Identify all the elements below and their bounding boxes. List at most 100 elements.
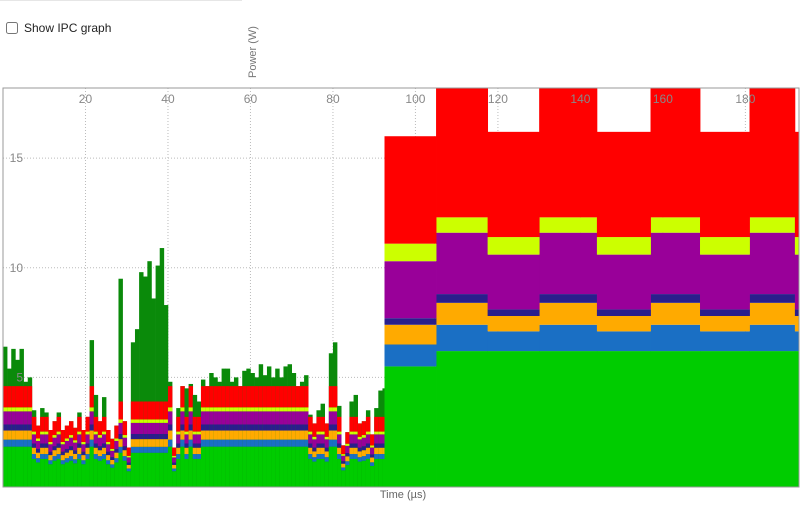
layer-green-bar xyxy=(196,458,202,487)
spike-bar xyxy=(159,248,165,487)
layer-green-bar xyxy=(378,458,383,487)
layer-indigo-bar xyxy=(35,448,41,453)
layer-blue-bar xyxy=(52,456,57,461)
series-step-band xyxy=(436,294,489,303)
layer-purple-bar xyxy=(167,411,173,425)
layer-blue-bar xyxy=(266,439,272,447)
layer-green-bar xyxy=(308,458,313,487)
layer-blue-bar xyxy=(73,459,78,464)
layer-orange-bar xyxy=(299,430,305,440)
layer-blue-bar xyxy=(365,454,371,459)
layer-purple-bar xyxy=(44,434,49,444)
layer-blue-bar xyxy=(7,439,12,447)
layer-green-bar xyxy=(291,446,297,487)
layer-yellow-bar xyxy=(184,431,189,435)
layer-blue-bar xyxy=(35,458,41,463)
layer-red-bar xyxy=(85,416,90,432)
layer-green-bar xyxy=(163,452,169,487)
layer-green-bar xyxy=(19,446,24,487)
ipc-label: Show IPC graph xyxy=(24,21,112,35)
layer-blue-bar xyxy=(238,439,243,447)
layer-yellow-bar xyxy=(332,407,338,412)
layer-blue-bar xyxy=(213,439,218,447)
series-step-band xyxy=(596,351,651,487)
layer-green-bar xyxy=(246,446,251,487)
layer-green-bar xyxy=(287,446,293,487)
layer-indigo-bar xyxy=(122,446,128,451)
layer-red-bar xyxy=(81,430,86,442)
series-step-band xyxy=(596,131,651,238)
layer-yellow-bar xyxy=(299,407,305,412)
y-tick-label: 5 xyxy=(16,370,23,384)
layer-indigo-bar xyxy=(167,424,173,431)
layer-yellow-bar xyxy=(328,407,334,412)
layer-green-bar xyxy=(110,467,115,487)
spike-bar xyxy=(155,265,161,487)
layer-indigo-bar xyxy=(304,424,309,431)
layer-blue-bar xyxy=(188,439,194,447)
layer-green-bar xyxy=(200,446,206,487)
series-step-band xyxy=(700,331,750,352)
layer-blue-bar xyxy=(299,439,305,447)
layer-purple-bar xyxy=(266,411,272,425)
layer-blue-bar xyxy=(23,439,29,447)
layer-purple-bar xyxy=(349,434,354,444)
layer-red-bar xyxy=(31,416,37,432)
layer-orange-bar xyxy=(15,430,20,440)
series-step-band xyxy=(650,217,701,233)
layer-red-bar xyxy=(27,386,33,408)
layer-purple-bar xyxy=(275,411,280,425)
layer-yellow-bar xyxy=(238,407,243,412)
layer-green-bar xyxy=(40,458,45,487)
series-step-band xyxy=(749,232,796,295)
layer-red-bar xyxy=(139,401,144,420)
series-step-band xyxy=(794,237,800,255)
layer-blue-bar xyxy=(258,439,264,447)
layer-purple-bar xyxy=(316,434,321,444)
layer-purple-bar xyxy=(93,434,99,444)
layer-yellow-bar xyxy=(68,435,74,438)
layer-green-bar xyxy=(316,458,321,487)
layer-red-bar xyxy=(357,423,363,437)
layer-yellow-bar xyxy=(357,436,363,440)
x-tick-label: 140 xyxy=(570,92,590,106)
layer-green-bar xyxy=(254,446,260,487)
layer-red-bar xyxy=(11,386,16,408)
layer-green-bar xyxy=(341,470,346,487)
layer-indigo-bar xyxy=(106,451,111,456)
layer-purple-bar xyxy=(27,411,33,425)
layer-purple-bar xyxy=(188,411,194,425)
top-divider xyxy=(0,0,242,1)
layer-green-bar xyxy=(221,446,227,487)
ipc-toggle[interactable]: Show IPC graph xyxy=(6,19,111,37)
layer-yellow-bar xyxy=(167,407,173,412)
layer-red-bar xyxy=(114,425,119,439)
series-step-band xyxy=(487,237,540,255)
layer-indigo-bar xyxy=(258,424,264,431)
series-step-band xyxy=(749,324,796,352)
layer-indigo-bar xyxy=(7,424,12,431)
layer-indigo-bar xyxy=(324,447,330,452)
layer-indigo-bar xyxy=(374,443,379,448)
layer-green-bar xyxy=(139,452,144,487)
layer-red-bar xyxy=(242,386,247,408)
series-step-band xyxy=(650,351,701,487)
layer-yellow-bar xyxy=(172,455,177,458)
series-step-band xyxy=(749,351,796,487)
layer-red-bar xyxy=(19,386,24,408)
layer-blue-bar xyxy=(254,439,260,447)
series-step-band xyxy=(650,302,701,325)
layer-orange-bar xyxy=(147,439,152,447)
layer-green-bar xyxy=(299,446,305,487)
series-step-band xyxy=(436,351,489,487)
layer-red-bar xyxy=(370,434,375,446)
layer-red-bar xyxy=(266,386,272,408)
layer-green-bar xyxy=(167,446,173,487)
layer-orange-bar xyxy=(361,450,367,457)
layer-red-bar xyxy=(349,416,354,432)
layer-purple-bar xyxy=(64,440,70,449)
layer-purple-bar xyxy=(295,411,301,425)
layer-red-bar xyxy=(221,386,227,408)
layer-green-bar xyxy=(262,446,268,487)
ipc-checkbox[interactable] xyxy=(6,22,18,34)
